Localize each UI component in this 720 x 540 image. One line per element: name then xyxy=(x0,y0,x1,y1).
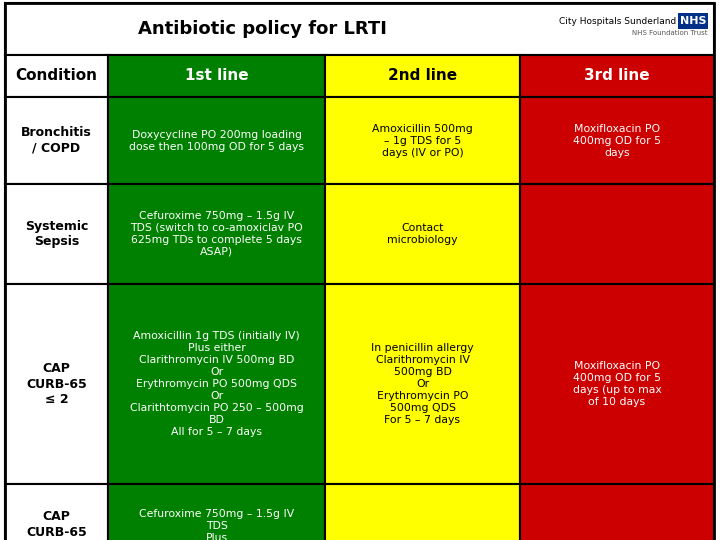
Text: 1st line: 1st line xyxy=(185,69,248,84)
Bar xyxy=(5,284,108,484)
Bar xyxy=(5,97,108,184)
Bar xyxy=(325,284,520,484)
Bar xyxy=(325,55,520,97)
Text: City Hospitals Sunderland: City Hospitals Sunderland xyxy=(559,17,676,25)
Bar xyxy=(520,284,714,484)
Bar xyxy=(108,97,325,184)
Text: Contact
microbiology: Contact microbiology xyxy=(387,223,458,245)
Text: Cefuroxime 750mg – 1.5g IV
TDS (switch to co-amoxiclav PO
625mg TDs to complete : Cefuroxime 750mg – 1.5g IV TDS (switch t… xyxy=(130,211,303,257)
Text: Systemic
Sepsis: Systemic Sepsis xyxy=(24,220,88,248)
Text: Moxifloxacin PO
400mg OD for 5
days (up to max
of 10 days: Moxifloxacin PO 400mg OD for 5 days (up … xyxy=(572,361,662,407)
Bar xyxy=(520,484,714,540)
Bar xyxy=(520,184,714,284)
Text: NHS: NHS xyxy=(680,16,706,26)
Bar xyxy=(325,97,520,184)
Bar xyxy=(5,55,108,97)
Bar xyxy=(325,184,520,284)
Text: 3rd line: 3rd line xyxy=(584,69,650,84)
Text: Cefuroxime 750mg – 1.5g IV
TDS
Plus
Clarithromycin IV 500mg BD: Cefuroxime 750mg – 1.5g IV TDS Plus Clar… xyxy=(139,509,294,540)
Bar xyxy=(520,55,714,97)
Text: Amoxicillin 1g TDS (initially IV)
Plus either
Clarithromycin IV 500mg BD
Or
Eryt: Amoxicillin 1g TDS (initially IV) Plus e… xyxy=(130,331,303,437)
Bar xyxy=(678,13,708,29)
Bar xyxy=(5,484,108,540)
Bar xyxy=(108,484,325,540)
Text: In penicillin allergy
Clarithromycin IV
500mg BD
Or
Erythromycin PO
500mg QDS
Fo: In penicillin allergy Clarithromycin IV … xyxy=(372,343,474,425)
Bar xyxy=(108,284,325,484)
Text: Doxycycline PO 200mg loading
dose then 100mg OD for 5 days: Doxycycline PO 200mg loading dose then 1… xyxy=(129,130,304,152)
Bar xyxy=(5,3,714,55)
Text: Moxifloxacin PO
400mg OD for 5
days: Moxifloxacin PO 400mg OD for 5 days xyxy=(573,124,661,158)
Text: Amoxicillin 500mg
– 1g TDS for 5
days (IV or PO): Amoxicillin 500mg – 1g TDS for 5 days (I… xyxy=(372,124,473,158)
Text: NHS Foundation Trust: NHS Foundation Trust xyxy=(632,30,708,36)
Bar xyxy=(325,484,520,540)
Bar xyxy=(5,184,108,284)
Text: Bronchitis
/ COPD: Bronchitis / COPD xyxy=(21,126,92,155)
Bar xyxy=(520,97,714,184)
Bar xyxy=(108,184,325,284)
Text: Antibiotic policy for LRTI: Antibiotic policy for LRTI xyxy=(138,20,387,38)
Bar xyxy=(108,55,325,97)
Text: CAP
CURB-65
≥3: CAP CURB-65 ≥3 xyxy=(26,510,87,540)
Text: Condition: Condition xyxy=(16,69,97,84)
Text: 2nd line: 2nd line xyxy=(388,69,457,84)
Text: CAP
CURB-65
≤ 2: CAP CURB-65 ≤ 2 xyxy=(26,362,87,406)
